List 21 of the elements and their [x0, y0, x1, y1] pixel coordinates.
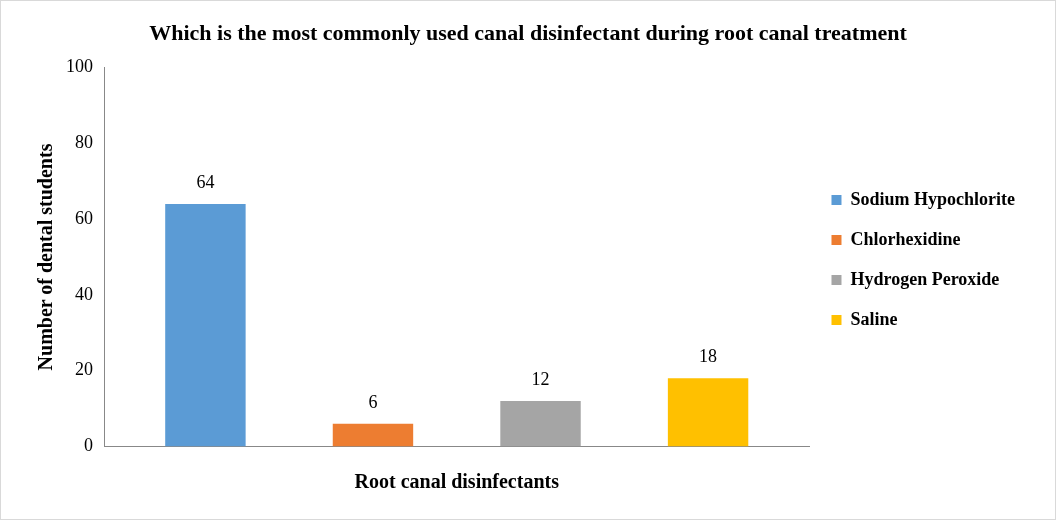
data-label: 18: [699, 346, 718, 367]
y-tick-label: 100: [66, 56, 93, 77]
y-tick-label: 60: [75, 207, 93, 228]
legend-label: Saline: [850, 308, 898, 329]
chart-title: Which is the most commonly used canal disinfectant during root canal treatment: [149, 19, 908, 45]
legend-label: Chlorhexidine: [850, 228, 961, 249]
y-tick-label: 40: [75, 283, 93, 304]
data-label: 64: [196, 171, 215, 192]
bar: [332, 423, 414, 447]
bar: [500, 401, 581, 447]
y-tick-label: 20: [75, 359, 93, 380]
data-label: 6: [368, 391, 378, 412]
data-label: 12: [531, 368, 550, 389]
bar: [165, 203, 246, 447]
legend-label: Sodium Hypochlorite: [850, 188, 1016, 209]
legend-label: Hydrogen Peroxide: [850, 268, 1000, 289]
y-axis-title: Number of dental students: [34, 143, 57, 371]
bar: [667, 378, 749, 447]
y-tick-label: 80: [75, 131, 93, 152]
y-tick-label: 0: [84, 435, 93, 456]
x-axis-title: Root canal disinfectants: [354, 470, 560, 493]
